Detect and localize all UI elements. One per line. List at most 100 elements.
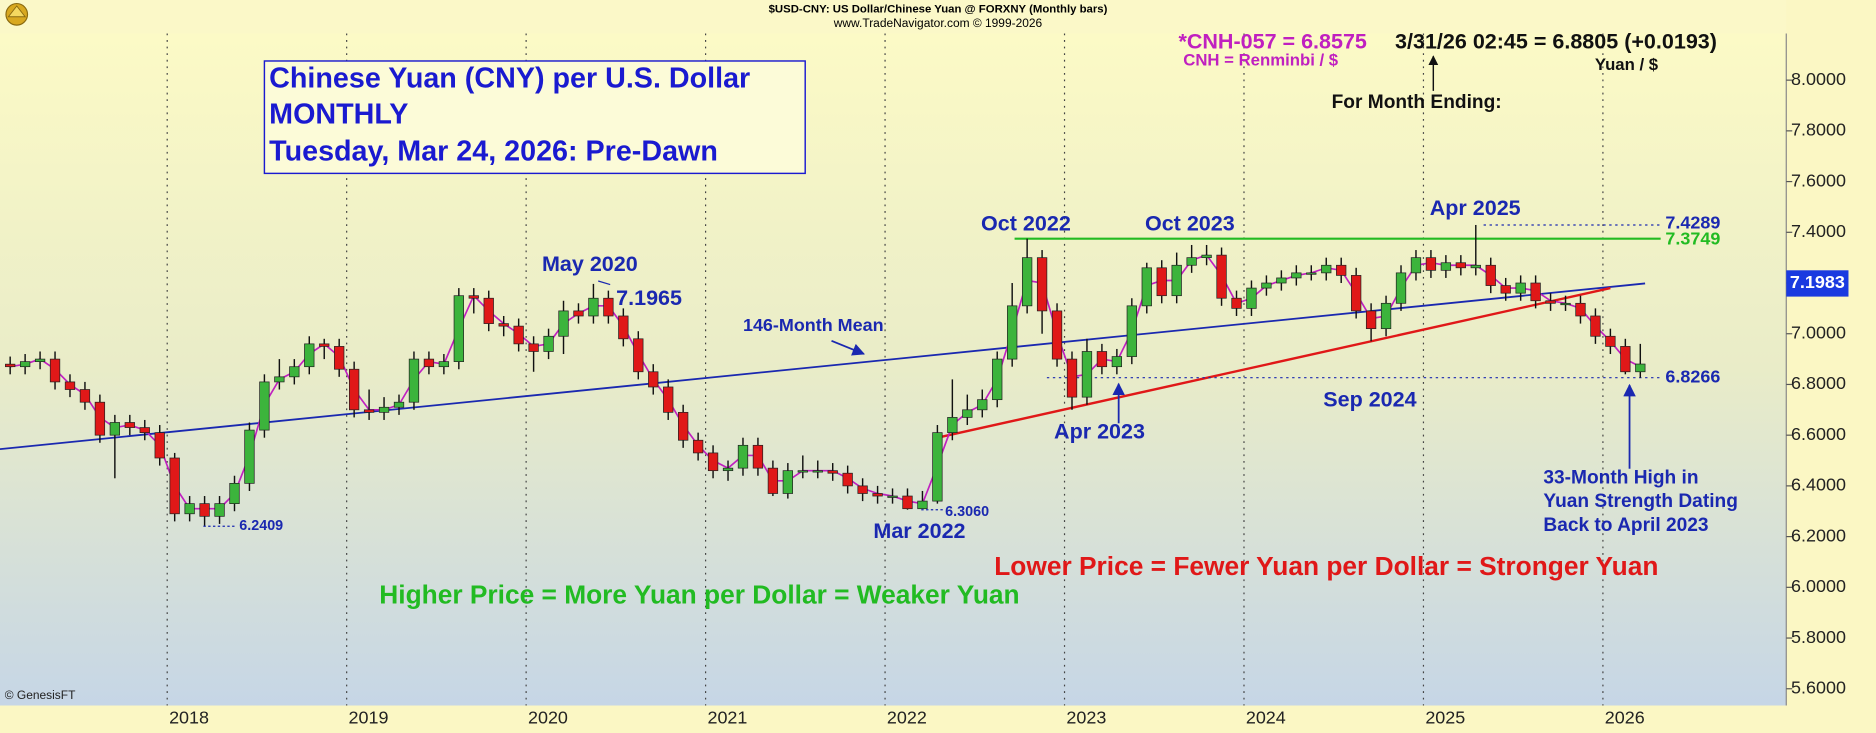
- value-box: [1786, 270, 1849, 297]
- annotation: Yuan Strength Dating: [1543, 491, 1738, 512]
- leader: [598, 280, 611, 286]
- candle-body: [1455, 262, 1466, 269]
- candle-body: [618, 315, 629, 340]
- candle-body: [947, 417, 958, 433]
- candle-body: [1111, 356, 1123, 368]
- candle-body: [94, 401, 106, 436]
- candle-body: [1545, 300, 1556, 304]
- annotation: 33-Month High in: [1543, 467, 1698, 488]
- arrow: [831, 339, 865, 356]
- annotation: May 2020: [542, 252, 638, 276]
- candle-body: [842, 472, 853, 487]
- credit: © GenesisFT: [5, 688, 76, 702]
- y-tick-label: 7.4000: [1791, 221, 1846, 241]
- candle-body: [1171, 264, 1182, 297]
- candle-body: [962, 409, 973, 418]
- candle-body: [319, 343, 330, 347]
- candle-body: [513, 325, 524, 345]
- y-tick-label: 7.0000: [1791, 322, 1846, 342]
- y-tick-label: 8.0000: [1791, 69, 1846, 89]
- y-tick-label: 6.0000: [1791, 576, 1846, 596]
- candle-body: [692, 439, 704, 454]
- y-tick-label: 6.2000: [1791, 525, 1846, 545]
- candle-body: [498, 323, 509, 327]
- candle-body: [857, 485, 868, 494]
- candle-body: [872, 493, 883, 497]
- logo: [5, 2, 29, 26]
- candle-body: [1261, 282, 1272, 289]
- candle-body: [528, 343, 539, 352]
- candle-body: [1081, 351, 1093, 398]
- candle-body: [199, 503, 210, 517]
- axis-panel: [0, 705, 1787, 733]
- annotation: Apr 2023: [1054, 420, 1145, 444]
- candle-body: [1470, 264, 1481, 269]
- candle-body: [139, 427, 150, 433]
- text-box-line: Tuesday, Mar 24, 2026: Pre-Dawn: [269, 136, 718, 168]
- text-box-line: Chinese Yuan (CNY) per U.S. Dollar: [269, 63, 750, 95]
- candle-body: [977, 399, 988, 411]
- candle-body: [1620, 346, 1631, 373]
- candle-body: [1425, 257, 1437, 271]
- axis-panel: [1786, 0, 1876, 733]
- y-tick-label: 5.6000: [1791, 677, 1846, 697]
- candle-body: [633, 338, 644, 373]
- candle-body: [1485, 264, 1496, 286]
- x-tick-label: 2019: [349, 707, 389, 727]
- candle-body: [1246, 287, 1257, 309]
- candle-body: [797, 470, 808, 473]
- candle-body: [1635, 363, 1646, 373]
- candle-body: [5, 363, 16, 368]
- candle-body: [588, 297, 599, 317]
- candle-body: [363, 409, 375, 413]
- candle-body: [707, 452, 719, 472]
- candle-body: [1156, 267, 1167, 297]
- callout-label: 6.3060: [945, 504, 989, 520]
- candle-body: [737, 444, 749, 469]
- x-tick-label: 2020: [528, 707, 568, 727]
- candle-body: [79, 389, 91, 403]
- candle-body: [678, 411, 689, 441]
- candle-body: [169, 457, 180, 515]
- text-box: [263, 60, 806, 175]
- candle-body: [154, 432, 165, 459]
- x-tick-label: 2026: [1605, 707, 1645, 727]
- candle-body: [468, 295, 479, 299]
- candle-body: [1500, 285, 1511, 294]
- candle-body: [1560, 302, 1571, 306]
- candle-body: [1380, 302, 1392, 330]
- text-box-line: MONTHLY: [269, 99, 408, 131]
- candle-body: [722, 467, 734, 472]
- candle-body: [1276, 277, 1287, 284]
- chart-subtitle: www.TradeNavigator.com © 1999-2026: [833, 16, 1043, 30]
- candle-body: [1051, 310, 1063, 360]
- candle-body: [1066, 358, 1078, 398]
- chart-title: $USD-CNY: US Dollar/Chinese Yuan @ FORXN…: [769, 4, 1108, 16]
- y-tick-label: 6.6000: [1791, 424, 1846, 444]
- candle-body: [543, 335, 554, 352]
- candle-body: [902, 495, 913, 510]
- quote-unit: Yuan / $: [1595, 55, 1659, 74]
- candle-body: [393, 401, 405, 408]
- candle-body: [1141, 267, 1152, 307]
- candle-body: [887, 495, 898, 498]
- annotation: Apr 2025: [1430, 196, 1521, 220]
- annotation: Oct 2023: [1145, 211, 1235, 235]
- candle-body: [244, 429, 255, 484]
- candle-body: [423, 358, 435, 368]
- candle-body: [334, 346, 345, 370]
- candle-body: [1231, 297, 1242, 309]
- level-label: 7.3749: [1665, 229, 1720, 249]
- annotation: Lower Price = Fewer Yuan per Dollar = St…: [994, 551, 1658, 581]
- candle-body: [558, 310, 569, 337]
- callout-label: 7.1965: [616, 286, 682, 310]
- candle-body: [1321, 264, 1332, 274]
- candle-body: [827, 470, 838, 474]
- candle-body: [1410, 257, 1422, 274]
- candle-body: [1306, 272, 1317, 275]
- candle-body: [1291, 272, 1302, 279]
- candle-body: [1007, 305, 1018, 360]
- candle-body: [304, 343, 315, 368]
- candle-body: [259, 381, 270, 431]
- x-tick-label: 2022: [887, 707, 927, 727]
